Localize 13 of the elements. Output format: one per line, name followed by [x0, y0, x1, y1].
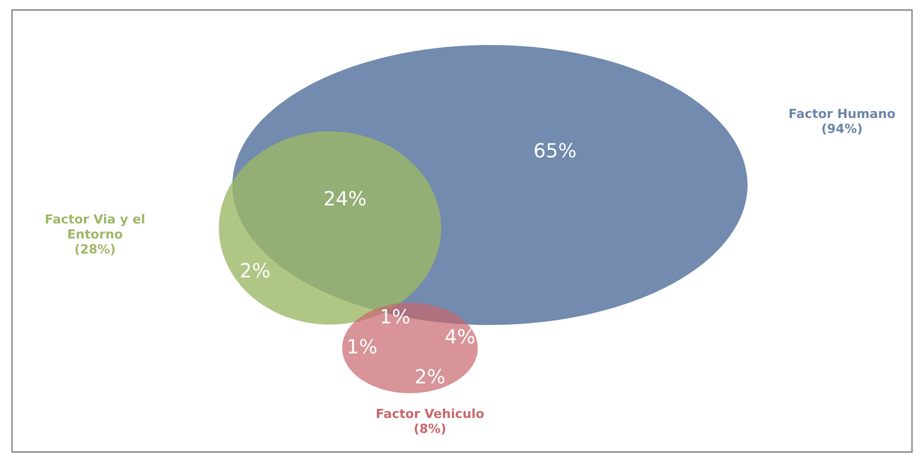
- data-label: (8%): [414, 423, 446, 435]
- text: 24%: [324, 190, 366, 206]
- category-label: Factor Via y el Entorno: [46, 214, 144, 239]
- text: 4%: [446, 328, 474, 344]
- data-label: (94%): [822, 123, 862, 135]
- text: 1%: [348, 338, 376, 354]
- text: 2%: [241, 262, 270, 278]
- text: 65%: [534, 142, 576, 158]
- data-label: (28%): [75, 244, 115, 256]
- category-label: Factor Humano: [790, 108, 895, 118]
- category-label: Factor Vehiculo: [376, 408, 484, 418]
- text: 2%: [416, 368, 444, 384]
- text: 1%: [382, 308, 410, 324]
